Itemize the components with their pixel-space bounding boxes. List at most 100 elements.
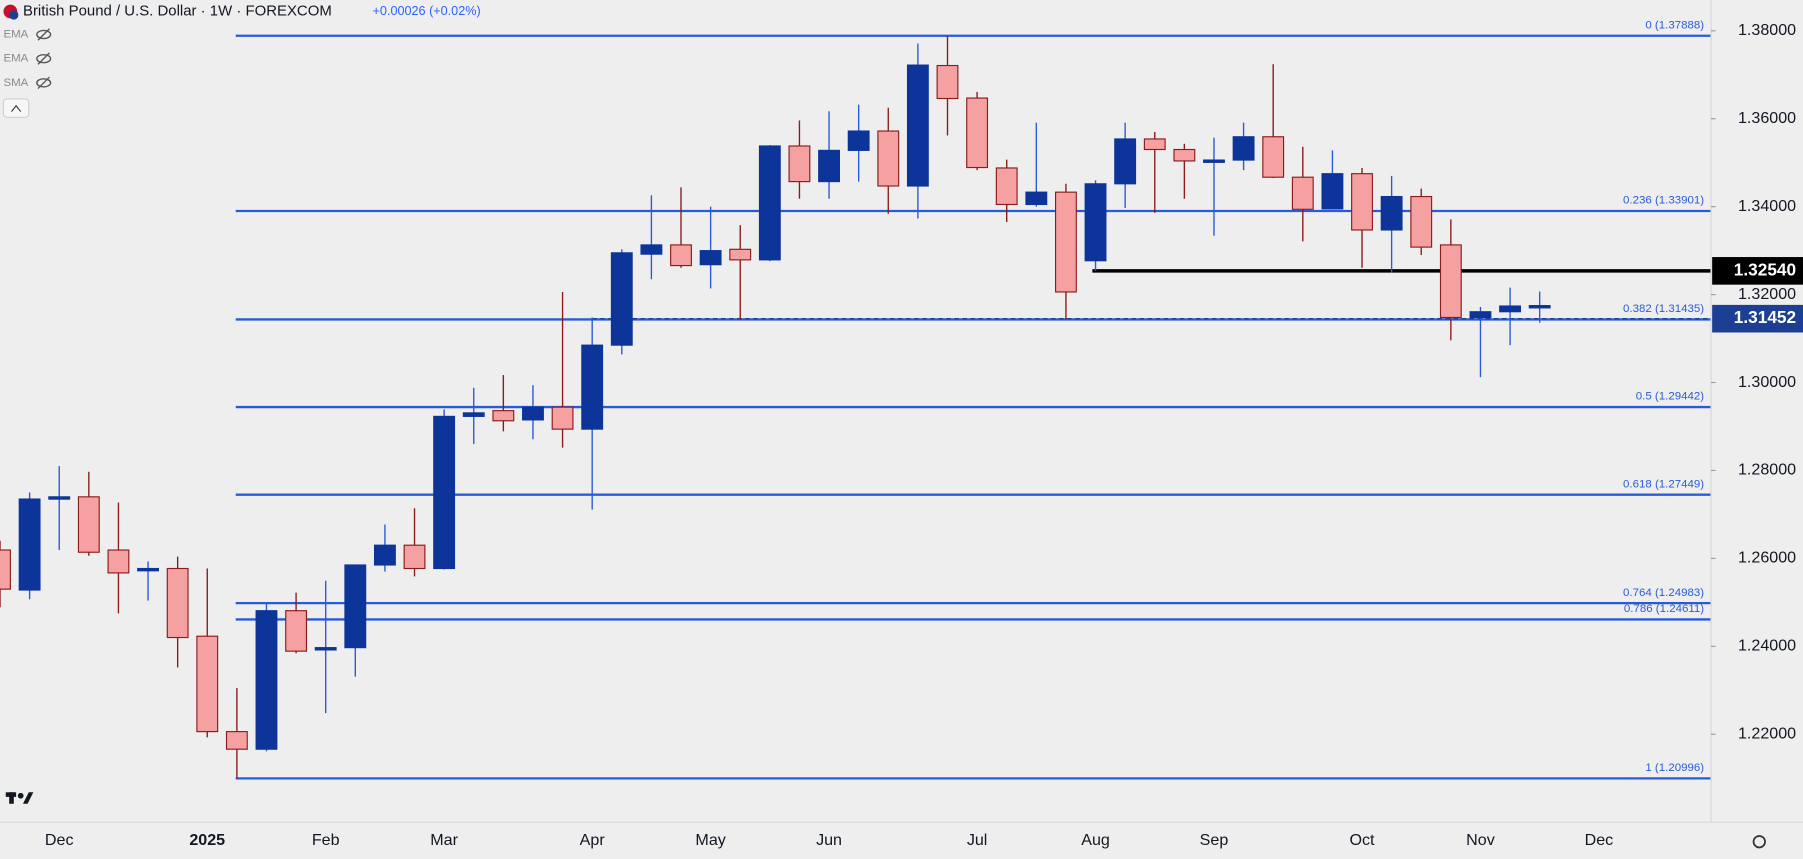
candle-body [729, 248, 752, 261]
y-tick-label: 1.28000 [1738, 461, 1796, 479]
indicator: SMA [3, 77, 28, 89]
candle-body [758, 145, 781, 261]
candle-body [847, 130, 870, 151]
fib-label: 0.618 (1.27449) [1623, 478, 1704, 490]
x-tick-label: Oct [1350, 831, 1376, 849]
fib-label: 0.786 (1.24611) [1624, 603, 1704, 615]
indicator: EMA [3, 29, 28, 41]
x-tick-label: Sep [1200, 831, 1229, 849]
candle-body [966, 97, 989, 169]
price-badge-label: 1.31452 [1734, 307, 1796, 327]
y-tick-label: 1.30000 [1738, 373, 1796, 391]
candle-body [1054, 191, 1077, 293]
plot-area: 0 (1.37888) 0.236 (1.33901) 0.382 (1.31435… [0, 19, 1712, 780]
candle-body [225, 731, 248, 750]
x-tick-label: Dec [45, 831, 74, 849]
candle-body [1203, 159, 1225, 163]
candle-body [1499, 305, 1522, 313]
candle-body [1025, 191, 1048, 206]
candle-body [788, 145, 811, 183]
collapse-icon [11, 104, 22, 112]
candle-body [906, 64, 929, 187]
candle-body [1321, 173, 1344, 210]
candle-body [255, 610, 278, 750]
x-tick-label: May [695, 831, 725, 849]
candle-body [1469, 311, 1492, 319]
x-tick-label: Jul [967, 831, 988, 849]
y-tick-label: 1.22000 [1738, 725, 1796, 743]
y-tick-label: 1.38000 [1738, 21, 1796, 39]
price-badge-label: 1.32540 [1734, 259, 1796, 279]
y-tick-label: 1.32000 [1738, 285, 1796, 303]
fib-label: 0 (1.37888) [1645, 19, 1704, 31]
candle-body [285, 610, 308, 652]
candle-body [1410, 195, 1433, 248]
y-tick-label: 1.36000 [1738, 109, 1796, 127]
candle-body [18, 498, 41, 591]
change: +0.00026 (+0.02%) [373, 4, 481, 18]
fib-label: 0.236 (1.33901) [1623, 195, 1704, 207]
price-badge [1712, 304, 1803, 333]
candle-body [137, 567, 159, 572]
fib-label: 1 (1.20996) [1645, 762, 1704, 774]
candle-body [1439, 244, 1462, 319]
candle-body [522, 406, 544, 421]
price-badge [1712, 257, 1803, 285]
fib-label: 0.382 (1.31435) [1623, 303, 1704, 315]
candle-body [877, 130, 900, 187]
x-tick-label: Dec [1585, 831, 1614, 849]
candle-body [0, 549, 11, 590]
x-tick-label: Aug [1081, 831, 1110, 849]
candle-body [670, 244, 692, 267]
candle-body [936, 64, 959, 100]
candle-body [196, 635, 219, 733]
indicator: EMA [3, 53, 28, 65]
candle-body [1232, 136, 1255, 161]
candle-body [995, 167, 1018, 206]
candle-body [433, 415, 456, 570]
x-tick-label: Feb [312, 831, 340, 849]
candle-body [107, 549, 130, 574]
x-tick-label: 2025 [189, 831, 225, 849]
eye-icons[interactable] [36, 28, 52, 90]
candle-body [344, 564, 367, 649]
candle-body [610, 252, 633, 346]
candle-body [640, 244, 663, 255]
y-tick-label: 1.34000 [1738, 197, 1796, 215]
candle-body [1528, 305, 1551, 309]
candle-body [77, 496, 100, 553]
candle-body [1084, 183, 1107, 262]
candle-body [1143, 138, 1166, 151]
candle-body [818, 149, 840, 183]
candle-body [1114, 138, 1137, 185]
y-tick-label: 1.26000 [1738, 549, 1796, 567]
candle-body [403, 544, 426, 570]
candle-body [166, 567, 189, 639]
candle-body [1351, 173, 1373, 231]
candle-body [492, 410, 515, 422]
fib-label: 0.5 (1.29442) [1636, 391, 1704, 403]
settings-icon[interactable] [1752, 835, 1766, 849]
x-tick-label: Jun [816, 831, 842, 849]
candle-body [1173, 148, 1196, 162]
candle-body [699, 250, 722, 266]
candle-body [551, 406, 574, 430]
candle-body [373, 544, 396, 566]
y-tick-label: 1.24000 [1738, 637, 1796, 655]
candle-body [48, 496, 71, 500]
x-tick-label: Apr [580, 831, 606, 849]
candle-body [1291, 176, 1314, 210]
fib-label: 0.764 (1.24983) [1623, 587, 1704, 599]
collapse-button[interactable] [2, 98, 30, 118]
x-tick-label: Mar [430, 831, 458, 849]
chart-title: British Pound / U.S. Dollar · 1W · FOREX… [23, 2, 332, 19]
candle-body [581, 344, 604, 430]
candle-body [1380, 195, 1403, 231]
candle-body [462, 412, 485, 417]
logo [5, 792, 34, 804]
candle-body [1262, 136, 1285, 178]
flag-icon [9, 10, 19, 20]
